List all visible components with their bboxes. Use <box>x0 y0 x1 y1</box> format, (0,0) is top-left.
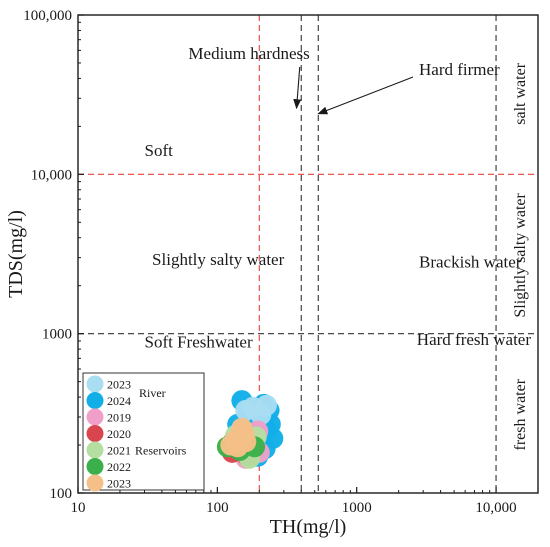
rotated-region-label: fresh water <box>512 378 529 450</box>
legend-entry-label: 2022 <box>107 460 131 474</box>
legend-swatch <box>86 425 104 442</box>
region-label: Slightly salty water <box>152 250 285 269</box>
x-tick-label: 10 <box>71 500 86 516</box>
x-axis-label: TH(mg/l) <box>270 516 347 538</box>
legend-entry-label: 2021 <box>107 444 131 458</box>
legend-swatch <box>86 408 104 426</box>
region-label: Brackish water <box>419 253 522 272</box>
annotation-label: Hard firmer <box>419 60 500 79</box>
legend-box <box>82 372 205 491</box>
region-label: Soft Freshwater <box>144 332 252 351</box>
legend-entry-label: 2019 <box>107 411 131 425</box>
x-tick-label: 100 <box>206 500 229 516</box>
rotated-region-label: salt water <box>512 62 529 124</box>
legend-swatch <box>86 458 104 475</box>
y-axis-label: TDS(mg/l) <box>5 210 27 298</box>
legend-swatch <box>86 375 104 393</box>
legend-group-label: Reservoirs <box>135 444 187 458</box>
legend-entry-label: 2024 <box>107 394 131 408</box>
legend-entry-label: 2020 <box>107 427 131 441</box>
legend-entry-label: 2023 <box>107 477 131 491</box>
x-tick-label: 10,000 <box>475 500 516 516</box>
legend-entry-label: 2023 <box>107 378 131 392</box>
y-tick-label: 100 <box>50 486 73 502</box>
data-point-s1-p3 <box>235 399 257 421</box>
x-tick-label: 1000 <box>342 500 372 516</box>
annotation-label: Medium hardness <box>188 44 309 63</box>
annotation-arrow <box>317 76 414 115</box>
plot-border <box>77 14 539 494</box>
annotation-arrow <box>293 66 302 110</box>
data-point-s6-p5 <box>227 436 249 458</box>
legend-swatch <box>86 474 104 492</box>
region-label: Hard fresh water <box>417 330 532 349</box>
legend-swatch <box>86 392 104 409</box>
legend-group-label: River <box>139 386 166 400</box>
rotated-region-label: Slightly salty water <box>512 192 529 317</box>
legend-swatch <box>86 441 104 459</box>
region-label: Soft <box>144 141 173 160</box>
y-tick-label: 10,000 <box>31 167 72 183</box>
y-tick-label: 1000 <box>42 327 72 343</box>
y-tick-label: 100,000 <box>23 8 72 24</box>
